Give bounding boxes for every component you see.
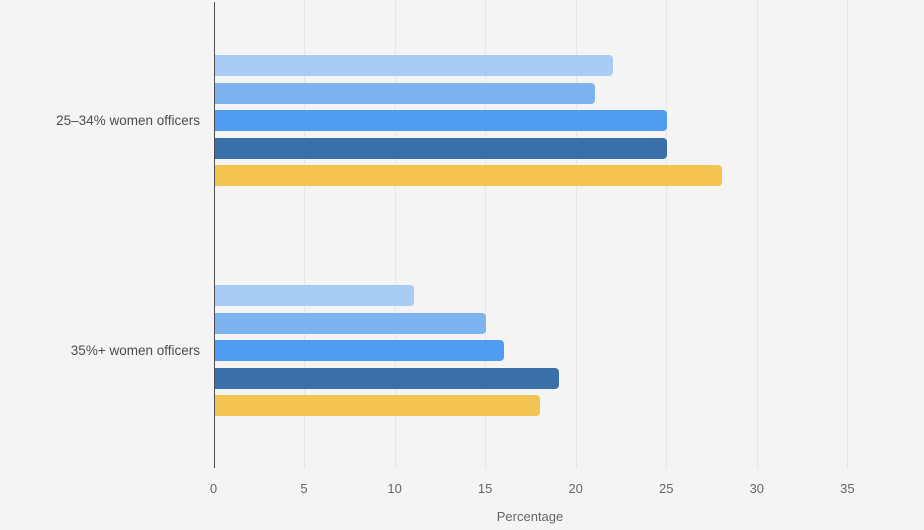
x-tick-label: 20 — [568, 481, 583, 496]
x-tick-label: 15 — [477, 481, 493, 496]
gridline — [304, 0, 306, 468]
bar — [214, 367, 559, 389]
x-tick-label: 10 — [387, 481, 402, 496]
category-label: 35%+ women officers — [70, 342, 200, 358]
gridline — [756, 0, 758, 468]
bar — [214, 137, 668, 159]
x-axis-title: Percentage — [496, 509, 564, 524]
bar — [214, 312, 487, 334]
category-label: 25–34% women officers — [56, 112, 200, 128]
x-tick-label: 5 — [300, 481, 308, 496]
gridline — [575, 0, 577, 468]
bar — [214, 55, 613, 76]
bar — [214, 82, 595, 104]
gridline — [485, 0, 487, 468]
x-tick-label: 0 — [209, 481, 218, 496]
bar — [214, 395, 541, 416]
y-axis-line — [213, 2, 215, 468]
bar — [214, 285, 414, 306]
x-tick-label: 25 — [659, 481, 674, 496]
bar — [214, 165, 722, 186]
bar — [214, 110, 668, 131]
gridline — [847, 0, 849, 468]
x-tick-label: 35 — [840, 481, 855, 496]
gridline — [394, 0, 396, 468]
gridline — [666, 0, 668, 468]
bar — [214, 340, 505, 361]
x-tick-label: 30 — [749, 481, 765, 496]
